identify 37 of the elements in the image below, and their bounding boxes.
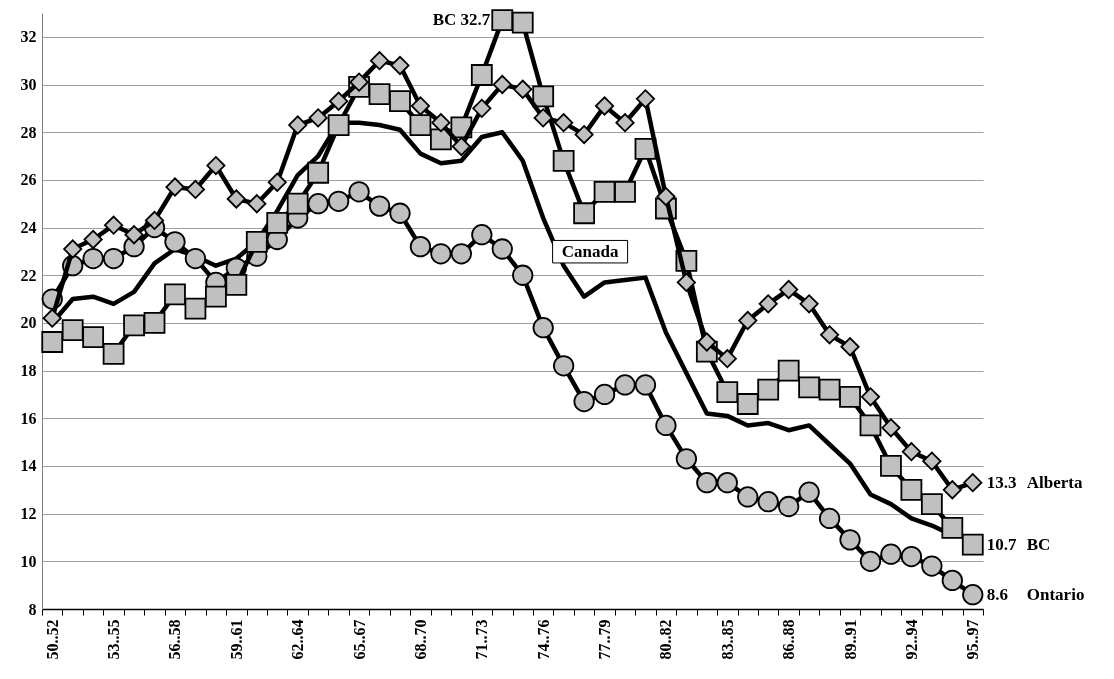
y-tick-label: 20 [20,314,37,332]
x-tick-label: 53..55 [105,619,123,660]
x-tick-label: 86..88 [780,619,798,660]
x-tick-label: 65..67 [350,619,368,660]
x-tick-label: 77..79 [596,619,614,660]
y-tick-label: 30 [20,76,37,94]
series-label: Canada [561,241,619,261]
y-tick-label: 24 [20,219,37,237]
x-tick-label: 50..52 [43,619,61,660]
y-tick-label: 14 [20,457,37,475]
y-tick-label: 32 [20,28,37,46]
y-tick-label: 16 [20,409,37,427]
data-label: BC 32.7 [432,10,491,30]
x-tick-label: 89..91 [841,619,859,660]
x-tick-label: 68..70 [411,619,429,660]
text: Alberta [1026,472,1083,492]
data-label: 13.3 [986,472,1017,492]
y-tick-label: 12 [20,505,37,523]
x-tick-label: 80..82 [657,619,675,660]
text: Ontario [1026,584,1085,604]
data-label: 10.7 [986,534,1018,554]
y-tick-label: 8 [28,600,37,618]
x-tick-label: 83..85 [718,619,736,660]
x-tick-label: 59..61 [227,619,245,660]
y-tick-label: 26 [20,171,37,189]
x-tick-label: 56..58 [166,619,184,660]
x-tick-label: 71..73 [473,619,491,660]
y-tick-label: 28 [20,123,37,141]
x-tick-label: 92..94 [902,619,920,660]
text: BC [1026,534,1051,554]
y-tick-label: 22 [20,266,37,284]
x-tick-label: 62..64 [289,619,307,660]
data-label: 8.6 [986,584,1009,604]
y-tick-label: 10 [20,552,37,570]
x-tick-label: 74..76 [534,619,552,660]
y-tick-label: 18 [20,362,37,380]
x-tick-label: 95..97 [964,619,982,660]
